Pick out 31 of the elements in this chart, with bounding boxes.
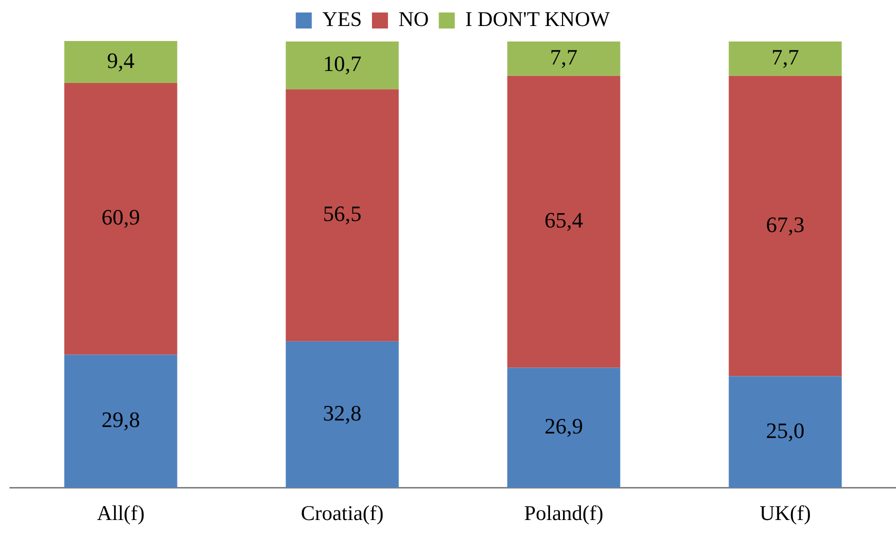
legend-label: I DON'T KNOW	[465, 7, 610, 32]
bar	[286, 89, 399, 342]
data-label: 65,4	[544, 208, 583, 233]
legend-label: YES	[322, 7, 362, 32]
legend-label: NO	[398, 7, 429, 32]
data-label: 10,7	[323, 51, 362, 76]
data-label: 56,5	[323, 201, 362, 226]
x-tick-label: Croatia(f)	[300, 500, 384, 525]
bar	[507, 368, 620, 488]
bar	[728, 376, 842, 488]
bar	[286, 341, 399, 488]
x-tick-label: UK(f)	[760, 500, 811, 525]
data-label: 32,8	[323, 400, 362, 426]
x-tick-label: All(f)	[96, 500, 145, 525]
bar	[64, 354, 178, 488]
bar	[507, 41, 620, 76]
bar	[64, 82, 178, 355]
data-label: 25,0	[766, 418, 804, 443]
bar	[507, 76, 620, 368]
bar	[728, 41, 842, 76]
x-tick-label: Poland(f)	[524, 500, 604, 525]
bar	[64, 41, 178, 83]
data-label: 7,7	[772, 44, 799, 70]
bar	[286, 41, 399, 90]
data-label: 26,9	[544, 414, 583, 439]
data-label: 67,3	[766, 212, 804, 237]
data-label: 60,9	[102, 204, 140, 230]
data-label: 7,7	[550, 44, 578, 70]
bar	[728, 76, 842, 376]
data-label: 9,4	[107, 48, 134, 73]
data-label: 29,8	[102, 407, 140, 432]
